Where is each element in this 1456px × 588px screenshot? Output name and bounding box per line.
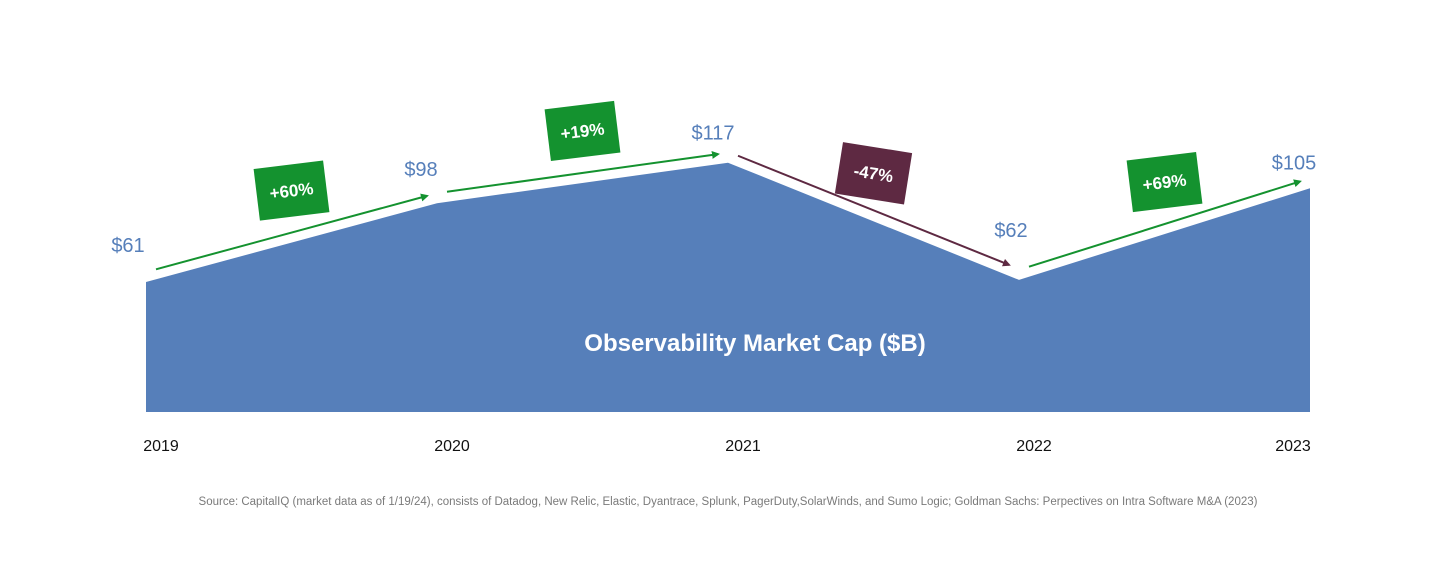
source-note: Source: CapitalIQ (market data as of 1/1… bbox=[199, 496, 1258, 508]
value-label-2020: $98 bbox=[404, 159, 437, 181]
value-label-2023: $105 bbox=[1272, 152, 1317, 174]
value-label-2019: $61 bbox=[111, 235, 144, 257]
change-arrow-2019-2020 bbox=[155, 193, 429, 271]
change-badge-2021-2022: -47% bbox=[834, 142, 913, 205]
change-badge-bg bbox=[834, 142, 913, 205]
change-badge-2022-2023: +69% bbox=[1126, 152, 1203, 213]
change-badge-2020-2021: +19% bbox=[544, 100, 621, 162]
x-tick-2020: 2020 bbox=[434, 438, 470, 455]
x-tick-2021: 2021 bbox=[725, 438, 761, 455]
market-cap-area bbox=[146, 162, 1310, 412]
value-label-2021: $117 bbox=[691, 123, 734, 145]
change-badge-bg bbox=[253, 160, 330, 221]
x-tick-2023: 2023 bbox=[1275, 438, 1311, 455]
chart-title: Observability Market Cap ($B) bbox=[584, 330, 925, 357]
change-arrow-2022-2023 bbox=[1028, 179, 1302, 268]
change-badge-bg bbox=[544, 100, 621, 162]
change-badge-2019-2020: +60% bbox=[253, 160, 330, 221]
change-arrow-2021-2022 bbox=[737, 154, 1011, 267]
change-badge-bg bbox=[1126, 152, 1203, 213]
x-tick-2019: 2019 bbox=[143, 438, 179, 455]
x-tick-2022: 2022 bbox=[1016, 438, 1052, 455]
change-arrow-2020-2021 bbox=[446, 150, 720, 193]
value-label-2022: $62 bbox=[994, 220, 1027, 242]
